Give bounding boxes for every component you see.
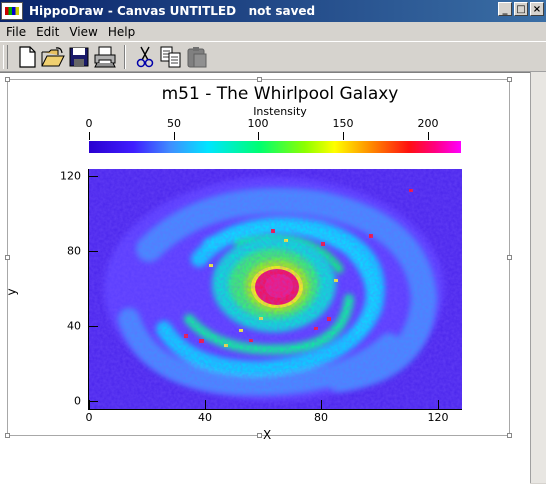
colorbar-tick — [258, 132, 259, 140]
x-tick — [321, 400, 322, 409]
pixel-noise — [89, 169, 462, 409]
colorbar-tick-label: 150 — [332, 117, 354, 130]
open-folder-icon — [41, 46, 65, 66]
x-tick — [205, 400, 206, 409]
minimize-button[interactable]: _ — [498, 2, 512, 16]
y-axis-label: y — [4, 288, 19, 296]
colorbar-tick — [343, 132, 344, 140]
y-tick-label: 0 — [74, 394, 81, 408]
toolbar — [0, 41, 546, 72]
resize-handle[interactable] — [507, 433, 512, 438]
resize-handle[interactable] — [5, 433, 10, 438]
y-axis — [88, 169, 89, 410]
y-tick — [89, 176, 98, 177]
close-button[interactable]: × — [530, 2, 544, 16]
colorbar-tick-label: 0 — [85, 117, 93, 130]
x-axis-label: X — [263, 428, 272, 442]
x-tick-label: 40 — [198, 411, 212, 424]
resize-handle[interactable] — [5, 77, 10, 82]
x-tick — [89, 400, 90, 409]
copy-button[interactable] — [158, 44, 184, 70]
menu-help[interactable]: Help — [107, 24, 136, 39]
new-file-button[interactable] — [14, 44, 40, 70]
galaxy-heatmap[interactable] — [89, 169, 462, 409]
galaxy-heatmap-image — [89, 169, 462, 409]
color-scale-bar — [89, 141, 461, 153]
menu-bar: File Edit View Help — [0, 22, 546, 41]
new-file-icon — [19, 45, 36, 68]
copy-icon — [160, 46, 181, 67]
x-tick-label: 80 — [314, 411, 328, 424]
plot-display[interactable]: m51 - The Whirlpool Galaxy Instensity 0 … — [4, 77, 512, 442]
toolbar-grip[interactable] — [3, 44, 8, 69]
toolbar-separator — [124, 44, 126, 69]
x-axis — [89, 409, 462, 410]
y-tick — [89, 401, 98, 402]
y-tick-label: 80 — [67, 244, 81, 258]
x-tick — [438, 400, 439, 409]
cut-button[interactable] — [132, 44, 158, 70]
colorbar-tick-label: 200 — [417, 117, 439, 130]
window-controls: _ □ × — [498, 2, 544, 16]
open-button[interactable] — [40, 44, 66, 70]
vertical-scrollbar[interactable] — [530, 72, 546, 483]
plot-title: m51 - The Whirlpool Galaxy — [161, 84, 399, 104]
colorbar-label: Instensity — [253, 105, 307, 118]
resize-handle[interactable] — [5, 255, 10, 260]
canvas-area[interactable]: m51 - The Whirlpool Galaxy Instensity 0 … — [0, 72, 530, 484]
colorbar-tick — [428, 132, 429, 140]
window-title: HippoDraw - Canvas UNTITLED not saved — [29, 4, 316, 18]
colorbar-tick — [89, 132, 90, 140]
print-button[interactable] — [92, 44, 118, 70]
paste-button[interactable] — [184, 44, 210, 70]
cut-scissors-icon — [136, 46, 154, 67]
y-tick — [89, 326, 98, 327]
y-tick-label: 40 — [67, 319, 81, 333]
x-tick-label: 0 — [85, 411, 93, 424]
menu-view[interactable]: View — [69, 24, 98, 39]
save-button[interactable] — [66, 44, 92, 70]
colorbar-tick — [174, 132, 175, 140]
maximize-button[interactable]: □ — [514, 2, 528, 16]
y-tick — [89, 251, 98, 252]
menu-file[interactable]: File — [6, 24, 27, 39]
print-icon — [94, 46, 116, 67]
y-tick-label: 120 — [60, 169, 81, 183]
title-bar: HippoDraw - Canvas UNTITLED not saved _ … — [0, 0, 546, 22]
menu-edit[interactable]: Edit — [36, 24, 60, 39]
colorbar-tick-label: 50 — [167, 117, 181, 130]
colorbar-tick-label: 100 — [247, 117, 269, 130]
app-icon[interactable] — [1, 2, 23, 20]
resize-handle[interactable] — [507, 77, 512, 82]
x-tick-label: 120 — [427, 411, 449, 424]
resize-handle[interactable] — [507, 255, 512, 260]
resize-handle[interactable] — [257, 77, 262, 82]
paste-icon — [187, 46, 207, 67]
save-disk-icon — [69, 47, 89, 66]
resize-handle[interactable] — [257, 433, 262, 438]
